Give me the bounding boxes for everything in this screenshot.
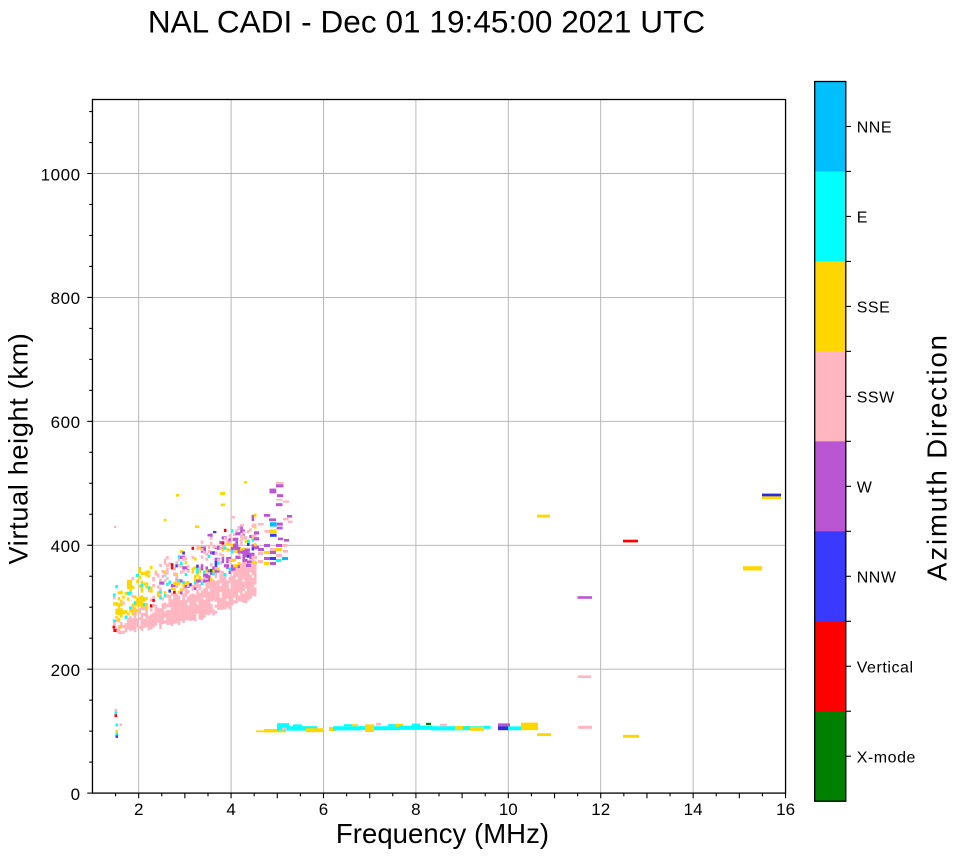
svg-text:X-mode: X-mode	[857, 749, 916, 766]
svg-text:NNE: NNE	[857, 120, 892, 137]
svg-text:Frequency (MHz): Frequency (MHz)	[336, 818, 549, 849]
svg-text:1000: 1000	[41, 165, 81, 184]
svg-text:Virtual height (km): Virtual height (km)	[4, 333, 34, 565]
svg-text:Vertical: Vertical	[857, 659, 914, 676]
svg-text:400: 400	[51, 537, 81, 556]
svg-text:200: 200	[51, 661, 81, 680]
svg-text:SSW: SSW	[857, 390, 895, 407]
svg-text:12: 12	[591, 800, 610, 819]
svg-text:NNW: NNW	[857, 569, 897, 586]
svg-text:6: 6	[319, 800, 328, 819]
svg-text:NAL CADI - Dec 01 19:45:00 202: NAL CADI - Dec 01 19:45:00 2021 UTC	[148, 3, 705, 39]
svg-text:E: E	[857, 210, 868, 227]
svg-text:10: 10	[499, 800, 518, 819]
svg-text:SSE: SSE	[857, 300, 891, 317]
svg-text:2: 2	[134, 800, 143, 819]
svg-text:4: 4	[226, 800, 235, 819]
svg-text:16: 16	[776, 800, 795, 819]
svg-text:800: 800	[51, 289, 81, 308]
svg-text:8: 8	[411, 800, 420, 819]
svg-text:600: 600	[51, 413, 81, 432]
svg-text:W: W	[857, 480, 873, 497]
svg-text:14: 14	[684, 800, 703, 819]
svg-text:Azimuth Direction: Azimuth Direction	[921, 333, 952, 581]
svg-text:0: 0	[71, 785, 81, 804]
